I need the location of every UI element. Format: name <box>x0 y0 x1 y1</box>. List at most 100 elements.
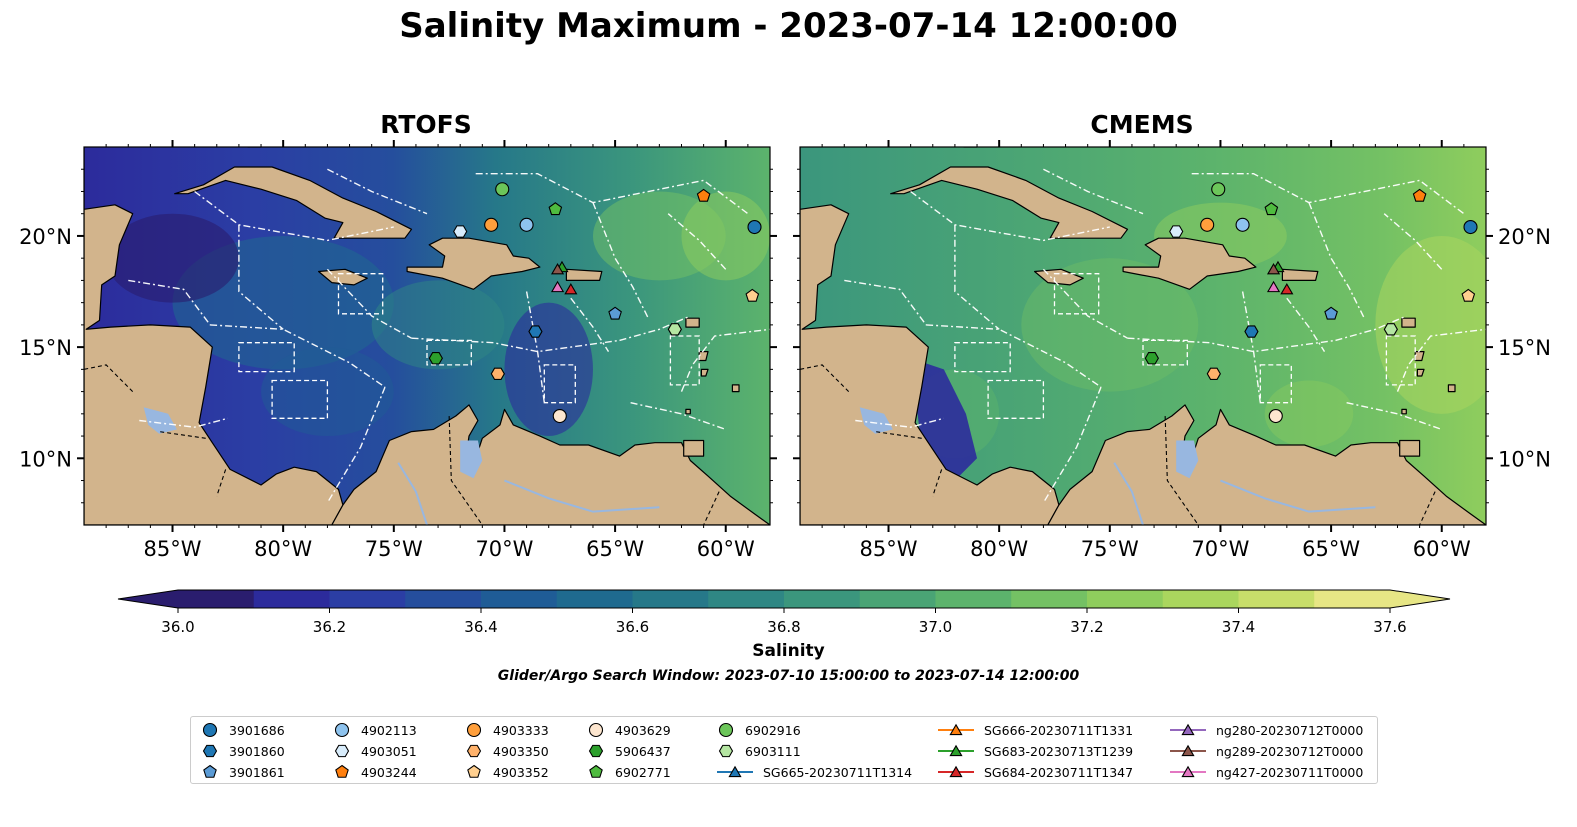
legend-item-5906437: 5906437 <box>585 741 671 761</box>
eez-line-5 <box>1241 291 1261 403</box>
legend-label: SG665-20230711T1314 <box>763 764 913 780</box>
land-10 <box>700 368 709 377</box>
y-tick-label: 10°N <box>19 447 72 471</box>
eez-line-10 <box>475 172 749 215</box>
land-6 <box>963 147 978 148</box>
legend-label: 6902916 <box>745 722 801 738</box>
land-2 <box>174 166 413 239</box>
land-1 <box>331 404 770 525</box>
colorbar-tick-label: 36.6 <box>616 618 649 636</box>
marker-4903352 <box>745 288 760 302</box>
eez-line-13 <box>680 328 770 392</box>
legend-swatch <box>938 744 974 757</box>
legend-item-SG665-20230711T1314: SG665-20230711T1314 <box>715 762 912 782</box>
eez-line-6 <box>326 386 386 504</box>
marker-6902771 <box>1264 202 1279 216</box>
marker-3901861 <box>1324 306 1338 320</box>
marker-5906437 <box>428 352 443 365</box>
marker-ng427-20230711T0000 <box>1266 280 1281 293</box>
border-0 <box>875 431 922 439</box>
legend-marker <box>949 744 963 757</box>
eez-line-15 <box>570 297 610 352</box>
box-5 <box>669 335 700 386</box>
legend-marker <box>335 764 349 778</box>
border-3 <box>703 491 720 525</box>
colorbar-tick-label: 36.8 <box>767 618 800 636</box>
legend-item-6903111: 6903111 <box>715 741 801 761</box>
legend-marker <box>718 744 734 758</box>
eez-line-14 <box>1346 402 1442 431</box>
marker-3901686 <box>747 219 762 235</box>
legend-swatch <box>467 764 481 778</box>
legend-item-4902113: 4902113 <box>331 720 417 740</box>
legend-label: 3901860 <box>229 743 285 759</box>
eez-line-0 <box>194 190 394 242</box>
land-8 <box>685 317 700 328</box>
land-6 <box>247 147 262 148</box>
land-7 <box>1399 439 1421 457</box>
eez-line-11 <box>844 279 927 326</box>
legend-marker <box>202 744 218 758</box>
river-0 <box>504 479 660 513</box>
eez-line-16 <box>667 213 727 270</box>
legend-item-SG684-20230711T1347: SG684-20230711T1347 <box>936 762 1133 782</box>
border-4 <box>84 364 134 392</box>
marker-4903051 <box>1169 225 1184 238</box>
legend-marker <box>718 722 734 738</box>
legend-label: SG684-20230711T1347 <box>984 764 1134 780</box>
box-0 <box>337 273 384 315</box>
eez-line-16 <box>1383 213 1443 270</box>
y-tick-label: 15°N <box>19 336 72 360</box>
legend-item-SG683-20230713T1239: SG683-20230713T1239 <box>936 741 1133 761</box>
map-panel-cmems: 85°W 80°W 75°W 70°W 65°W 60°W 10°N 15°N 20°N <box>793 140 1551 561</box>
border-2 <box>448 416 483 525</box>
legend-swatch <box>202 722 218 738</box>
legend-marker <box>588 722 604 738</box>
marker-6903111 <box>667 323 682 336</box>
colorbar-bin <box>784 590 861 608</box>
border-1 <box>932 469 943 497</box>
legend-swatch <box>334 722 350 738</box>
legend-item-4903051: 4903051 <box>331 741 417 761</box>
x-tick-label: 75°W <box>365 537 423 561</box>
colorbar-tick-label: 37.4 <box>1222 618 1255 636</box>
legend-marker <box>949 723 963 736</box>
legend-label: 4903629 <box>615 722 671 738</box>
colorbar-tick-label: 37.6 <box>1373 618 1406 636</box>
marker-5906437 <box>1144 352 1159 365</box>
marker-SG684-20230711T1347 <box>564 283 578 295</box>
legend-label: SG683-20230713T1239 <box>984 743 1134 759</box>
land-9 <box>698 351 709 362</box>
x-tick-label: 80°W <box>970 537 1028 561</box>
eez-line-3 <box>326 268 412 339</box>
land-3 <box>1122 237 1257 290</box>
colorbar-bin <box>1011 590 1088 608</box>
marker-4903333 <box>1200 217 1215 232</box>
box-1 <box>987 379 1045 419</box>
eez-line-9 <box>327 168 428 215</box>
panel-frame <box>799 146 1487 526</box>
lake-1 <box>143 407 177 434</box>
x-tick-label: 60°W <box>697 537 755 561</box>
box-3 <box>426 339 472 366</box>
land-0 <box>84 147 344 525</box>
colorbar-bin <box>178 590 255 608</box>
legend-swatch <box>1170 765 1206 778</box>
marker-6902771 <box>548 202 563 216</box>
box-0 <box>1053 273 1100 315</box>
legend-marker <box>1181 765 1195 778</box>
marker-ng427-20230711T0000 <box>550 280 565 293</box>
legend-swatch <box>717 765 753 778</box>
legend-item-3901861: 3901861 <box>199 762 285 782</box>
legend-marker <box>466 744 482 758</box>
legend-label: 3901861 <box>229 764 285 780</box>
colorbar-bin <box>329 590 406 608</box>
land-7 <box>683 439 705 457</box>
x-tick-label: 85°W <box>144 537 202 561</box>
legend-item-6902771: 6902771 <box>585 762 671 782</box>
eez-line-11 <box>128 279 211 326</box>
legend-marker <box>334 744 350 758</box>
legend-label: 4903333 <box>493 722 549 738</box>
eez-line-8 <box>1308 202 1365 319</box>
x-tick-label: 80°W <box>254 537 312 561</box>
